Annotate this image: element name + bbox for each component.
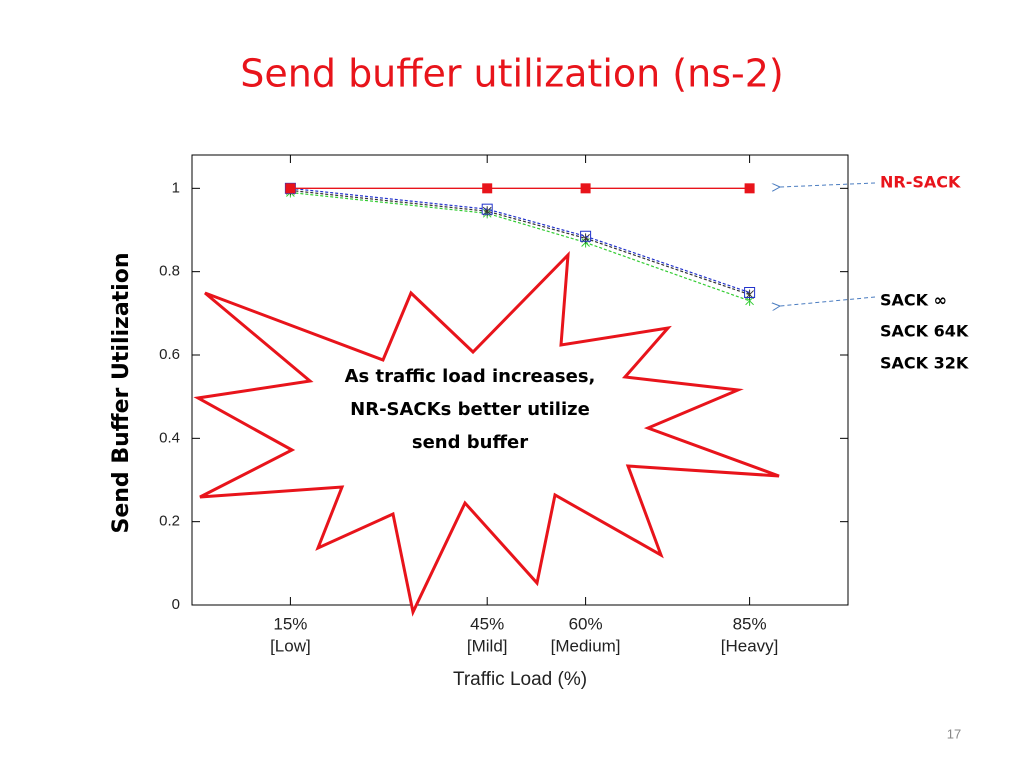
x-tick-sublabel: [Mild] — [467, 636, 508, 655]
annotation: send buffer — [412, 432, 528, 453]
point — [481, 203, 493, 215]
x-tick-sublabel: [Heavy] — [721, 636, 779, 655]
series-line — [290, 191, 750, 302]
series-line — [290, 189, 750, 296]
legend-label: SACK ∞ — [880, 291, 947, 310]
page-number: 17 — [947, 726, 961, 741]
plot-frame — [191, 154, 849, 606]
point — [744, 287, 756, 298]
y-tick-label: 0.2 — [159, 513, 180, 530]
point — [285, 183, 296, 194]
point — [580, 230, 592, 242]
y-axis-title: Send Buffer Utilization — [109, 252, 134, 533]
point — [744, 183, 755, 194]
x-axis-title: Traffic Load (%) — [453, 669, 587, 690]
point — [482, 183, 493, 194]
y-tick-label: 0.4 — [159, 429, 180, 446]
x-tick-label: 60% — [569, 614, 603, 633]
y-tick-label: 0 — [172, 596, 180, 613]
legend-label: SACK 32K — [880, 354, 969, 373]
x-tick-sublabel: [Low] — [270, 636, 311, 655]
x-tick-label: 45% — [470, 614, 504, 633]
legend-arrow — [780, 296, 876, 306]
y-tick-label: 0.6 — [159, 346, 180, 363]
x-tick-sublabel: [Medium] — [551, 636, 621, 655]
y-tick-label: 1 — [172, 179, 180, 196]
legend-label: SACK 64K — [880, 322, 969, 341]
slide-title: Send buffer utilization (ns-2) — [240, 52, 783, 96]
starburst — [193, 251, 780, 617]
legend-label: NR-SACK — [880, 173, 961, 192]
x-tick-label: 85% — [733, 614, 767, 633]
point — [580, 183, 591, 194]
annotation: NR-SACKs better utilize — [350, 399, 590, 420]
point — [581, 233, 590, 244]
legend-arrow — [780, 182, 876, 187]
x-tick-label: 15% — [273, 614, 307, 633]
annotation: As traffic load increases, — [345, 366, 596, 387]
y-tick-label: 0.8 — [159, 263, 180, 280]
series-line — [290, 187, 750, 294]
